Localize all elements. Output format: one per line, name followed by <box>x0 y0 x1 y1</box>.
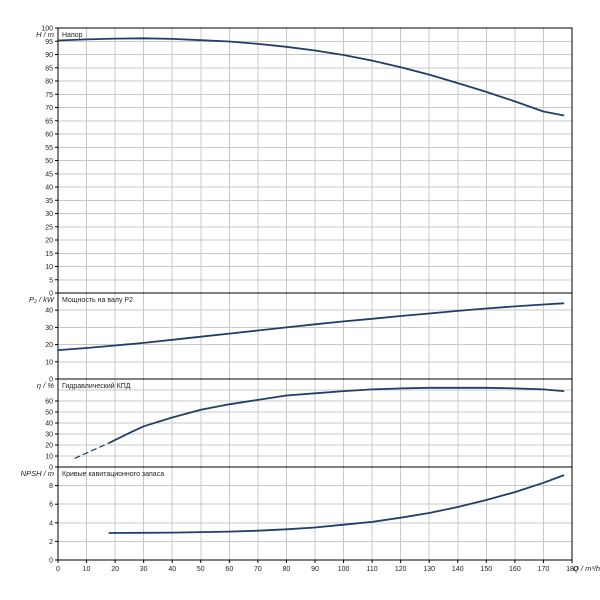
y-tick-label: 10 <box>45 454 53 461</box>
series-line <box>57 302 565 352</box>
y-tick-label: 10 <box>45 264 53 271</box>
series-line <box>108 474 565 534</box>
y-tick-label: 20 <box>45 342 53 349</box>
y-tick-label: 60 <box>45 399 53 406</box>
y-tick-label: 70 <box>45 105 53 112</box>
y-tick-label: 80 <box>45 79 53 86</box>
x-tick-label: 110 <box>367 566 378 573</box>
panel-2: 0 10 20 30 40 P₂ / kW Мощность на валу P2 <box>29 292 573 384</box>
y-tick-label: 4 <box>49 520 53 527</box>
x-axis-label: Q / m³/h <box>573 564 600 573</box>
panel-1: 0 5 10 15 20 25 30 35 40 45 50 55 60 65 70 75 80 85 90 95 10… <box>36 26 573 298</box>
y-axis-label: H / m <box>36 30 54 39</box>
y-tick-label: 20 <box>45 238 53 245</box>
x-tick-label: 180 <box>566 566 578 573</box>
y-tick-label: 0 <box>49 377 53 384</box>
x-tick-label: 50 <box>197 566 205 573</box>
x-tick-label: 140 <box>452 566 464 573</box>
y-tick-label: 65 <box>45 118 53 125</box>
x-tick-label: 150 <box>480 566 492 573</box>
y-tick-label: 0 <box>49 291 53 298</box>
y-tick-label: 20 <box>45 443 53 450</box>
y-tick-label: 30 <box>45 325 53 332</box>
y-tick-label: 95 <box>45 39 53 46</box>
y-tick-label: 85 <box>45 65 53 72</box>
y-tick-label: 15 <box>45 251 53 258</box>
y-tick-label: 55 <box>45 145 53 152</box>
panel-3: 0 10 20 30 40 50 60 η / % Гидравлический КПД <box>37 378 573 472</box>
y-tick-label: 6 <box>49 502 53 509</box>
y-tick-label: 90 <box>45 52 53 59</box>
y-tick-label: 60 <box>45 132 53 139</box>
y-tick-label: 2 <box>49 539 53 546</box>
panel-title: Напор <box>62 32 83 39</box>
y-tick-label: 0 <box>49 558 53 565</box>
panel-4: 0 2 4 6 8 NPSH / m Кривые кавитационного запас… <box>21 466 600 573</box>
y-axis-label: P₂ / kW <box>29 295 55 304</box>
y-tick-label: 30 <box>45 211 53 218</box>
y-tick-label: 45 <box>45 171 53 178</box>
y-tick-label: 40 <box>45 185 53 192</box>
series-line <box>57 37 565 117</box>
y-tick-label: 40 <box>45 308 53 315</box>
y-tick-label: 10 <box>45 359 53 366</box>
x-tick-label: 60 <box>225 566 233 573</box>
x-tick-label: 170 <box>538 566 550 573</box>
y-tick-label: 75 <box>45 92 53 99</box>
y-tick-label: 50 <box>45 410 53 417</box>
y-axis-label: η / % <box>37 381 54 390</box>
y-tick-label: 50 <box>45 158 53 165</box>
y-tick-label: 40 <box>45 421 53 428</box>
x-tick-label: 40 <box>168 566 176 573</box>
y-tick-label: 0 <box>49 465 53 472</box>
x-tick-label: 100 <box>338 566 350 573</box>
x-tick-label: 70 <box>254 566 262 573</box>
x-tick-label: 30 <box>140 566 148 573</box>
y-tick-label: 100 <box>41 26 53 33</box>
y-tick-label: 30 <box>45 432 53 439</box>
x-tick-label: 80 <box>283 566 291 573</box>
panel-title: Гидравлический КПД <box>62 382 131 390</box>
x-tick-label: 130 <box>423 566 435 573</box>
panel-title: Мощность на валу P2 <box>62 297 133 304</box>
x-tick-label: 10 <box>83 566 91 573</box>
x-tick-label: 90 <box>311 566 319 573</box>
x-tick-label: 0 <box>56 566 60 573</box>
x-tick-label: 160 <box>509 566 521 573</box>
y-tick-label: 8 <box>49 483 53 490</box>
y-axis-label: NPSH / m <box>21 469 54 478</box>
panel-title: Кривые кавитационного запаса <box>62 471 164 478</box>
x-tick-label: 120 <box>395 566 407 573</box>
y-tick-label: 25 <box>45 224 53 231</box>
x-tick-label: 20 <box>111 566 119 573</box>
series-line-extrapolated <box>74 442 111 459</box>
series-line <box>108 386 565 444</box>
y-tick-label: 5 <box>49 277 53 284</box>
y-tick-label: 35 <box>45 198 53 205</box>
